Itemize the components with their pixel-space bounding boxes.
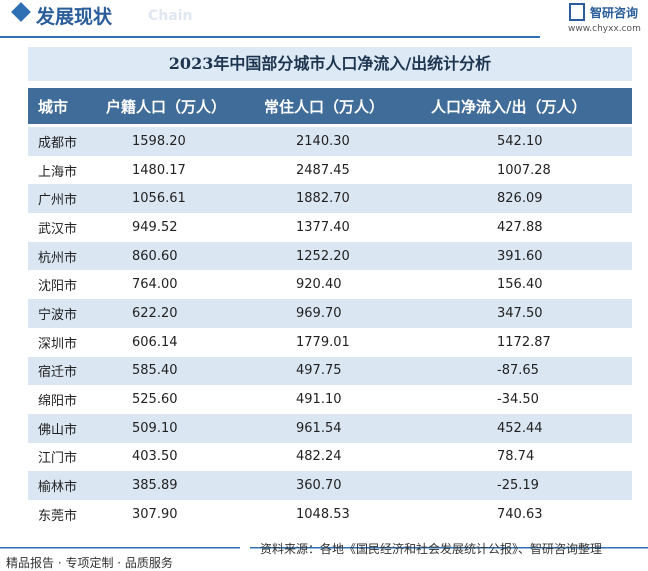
slogan: 精品报告 · 专项定制 · 品质服务 <box>6 556 173 570</box>
header-cell: 城市 <box>38 97 69 116</box>
table-title: 2023年中国部分城市人口净流入/出统计分析 <box>28 47 632 81</box>
header-cell: 常住人口（万人） <box>264 97 385 116</box>
cell: 1779.01 <box>296 334 350 350</box>
cell: 2140.30 <box>296 133 350 149</box>
cell: 920.40 <box>296 277 342 293</box>
cell: 佛山市 <box>38 422 78 438</box>
cell: 广州市 <box>38 193 78 209</box>
cell: -34.50 <box>497 392 539 408</box>
cell: 826.09 <box>497 191 543 207</box>
header-decor <box>0 2 585 38</box>
table: 城市 户籍人口（万人） 常住人口（万人） 人口净流入/出（万人） 成都市 1598.20 2… <box>28 88 632 529</box>
table-row: 江门市 403.50 482.24 78.74 <box>28 443 632 472</box>
table-row: 佛山市 509.10 961.54 452.44 <box>28 413 632 443</box>
table-row: 宿迁市 585.40 497.75 -87.65 <box>28 356 632 386</box>
cell: 1882.70 <box>296 191 350 207</box>
cell: 1007.28 <box>497 162 551 178</box>
table-row: 杭州市 860.60 1252.20 391.60 <box>28 241 632 271</box>
cell: 860.60 <box>132 248 178 264</box>
header-cell: 人口净流入/出（万人） <box>431 97 587 116</box>
cell: 绵阳市 <box>38 394 78 410</box>
section-title: 发展现状 <box>36 6 113 28</box>
table-row: 东莞市 307.90 1048.53 740.63 <box>28 500 632 529</box>
section-en: Chain <box>148 8 193 24</box>
table-row: 深圳市 606.14 1779.01 1172.87 <box>28 328 632 357</box>
cell: 452.44 <box>497 420 543 436</box>
table-row: 武汉市 949.52 1377.40 427.88 <box>28 213 632 242</box>
header-row: 城市 户籍人口（万人） 常住人口（万人） 人口净流入/出（万人） <box>28 88 632 124</box>
cell: 杭州市 <box>38 250 78 266</box>
cell: 961.54 <box>296 420 342 436</box>
header-cell: 户籍人口（万人） <box>106 97 227 116</box>
logo: 智研咨询 <box>590 6 639 20</box>
cell: 宁波市 <box>38 307 78 323</box>
source: 资料来源：各地《国民经济和社会发展统计公报》、智研咨询整理 <box>260 542 603 556</box>
table-row: 沈阳市 764.00 920.40 156.40 <box>28 270 632 299</box>
cell: 360.70 <box>296 478 342 494</box>
cell: 497.75 <box>296 363 342 379</box>
cell: 156.40 <box>497 277 543 293</box>
cell: 307.90 <box>132 506 178 522</box>
table-row: 成都市 1598.20 2140.30 542.10 <box>28 127 632 156</box>
url: www.chyxx.com <box>568 24 641 34</box>
cell: 969.70 <box>296 305 342 321</box>
cell: 1598.20 <box>132 133 186 149</box>
table-row: 广州市 1056.61 1882.70 826.09 <box>28 184 632 214</box>
table-row: 宁波市 622.20 969.70 347.50 <box>28 299 632 328</box>
cell: 榆林市 <box>38 480 78 496</box>
cell: 509.10 <box>132 420 178 436</box>
cell: 606.14 <box>132 334 178 350</box>
cell: 385.89 <box>132 478 178 494</box>
cell: 成都市 <box>38 135 78 151</box>
cell: 542.10 <box>497 133 543 149</box>
cell: 949.52 <box>132 219 178 235</box>
cell: 武汉市 <box>38 221 78 237</box>
cell: -87.65 <box>497 363 539 379</box>
cell: 1056.61 <box>132 191 186 207</box>
cell: 482.24 <box>296 449 342 465</box>
cell: 1048.53 <box>296 506 350 522</box>
cell: 深圳市 <box>38 336 78 352</box>
cell: 585.40 <box>132 363 178 379</box>
cell: 764.00 <box>132 277 178 293</box>
cell: 1172.87 <box>497 334 551 350</box>
cell: 347.50 <box>497 305 543 321</box>
cell: -25.19 <box>497 478 539 494</box>
cell: 1252.20 <box>296 248 350 264</box>
cell: 沈阳市 <box>38 279 78 295</box>
footer-line <box>0 547 648 549</box>
cell: 525.60 <box>132 392 178 408</box>
cell: 403.50 <box>132 449 178 465</box>
cell: 427.88 <box>497 219 543 235</box>
table-row: 上海市 1480.17 2487.45 1007.28 <box>28 156 632 185</box>
cell: 622.20 <box>132 305 178 321</box>
cell: 391.60 <box>497 248 543 264</box>
cell: 491.10 <box>296 392 342 408</box>
cell: 东莞市 <box>38 508 78 524</box>
cell: 2487.45 <box>296 162 350 178</box>
cell: 740.63 <box>497 506 543 522</box>
cell: 1377.40 <box>296 219 350 235</box>
cell: 1480.17 <box>132 162 186 178</box>
table-row: 绵阳市 525.60 491.10 -34.50 <box>28 385 632 414</box>
cell: 宿迁市 <box>38 365 78 381</box>
cell: 上海市 <box>38 164 78 180</box>
cell: 江门市 <box>38 451 78 467</box>
cell: 78.74 <box>497 449 535 465</box>
table-row: 榆林市 385.89 360.70 -25.19 <box>28 471 632 500</box>
